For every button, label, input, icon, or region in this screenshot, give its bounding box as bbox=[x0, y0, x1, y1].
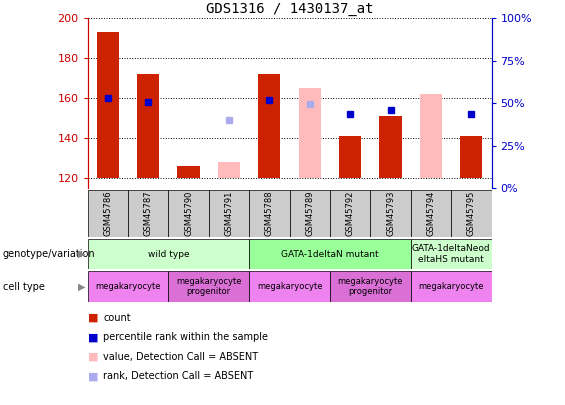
Text: count: count bbox=[103, 313, 131, 323]
Text: GSM45786: GSM45786 bbox=[103, 191, 112, 237]
Bar bbox=[420, 94, 442, 178]
Bar bbox=[88, 271, 168, 302]
Bar bbox=[411, 239, 492, 269]
Bar bbox=[168, 190, 209, 237]
Text: ▶: ▶ bbox=[78, 249, 86, 259]
Text: GSM45787: GSM45787 bbox=[144, 191, 153, 237]
Text: GSM45788: GSM45788 bbox=[265, 191, 274, 237]
Text: megakaryocyte: megakaryocyte bbox=[419, 282, 484, 291]
Bar bbox=[411, 271, 492, 302]
Bar bbox=[168, 271, 249, 302]
Text: megakaryocyte: megakaryocyte bbox=[257, 282, 322, 291]
Bar bbox=[249, 271, 330, 302]
Text: megakaryocyte
progenitor: megakaryocyte progenitor bbox=[338, 277, 403, 296]
Text: ▶: ▶ bbox=[78, 281, 86, 292]
Bar bbox=[249, 190, 289, 237]
Bar bbox=[137, 74, 159, 178]
Text: GATA-1deltaN mutant: GATA-1deltaN mutant bbox=[281, 249, 379, 259]
Text: megakaryocyte: megakaryocyte bbox=[95, 282, 160, 291]
Text: megakaryocyte
progenitor: megakaryocyte progenitor bbox=[176, 277, 241, 296]
Bar bbox=[451, 190, 492, 237]
Bar bbox=[411, 190, 451, 237]
Text: ■: ■ bbox=[88, 371, 98, 381]
Bar bbox=[218, 162, 240, 178]
Bar bbox=[209, 190, 249, 237]
Bar bbox=[97, 32, 119, 178]
Bar bbox=[290, 190, 330, 237]
Bar bbox=[371, 190, 411, 237]
Bar bbox=[177, 166, 199, 178]
Bar bbox=[380, 116, 402, 178]
Text: ■: ■ bbox=[88, 313, 98, 323]
Text: GSM45794: GSM45794 bbox=[427, 191, 436, 237]
Bar bbox=[249, 239, 411, 269]
Bar bbox=[299, 88, 321, 178]
Bar bbox=[330, 190, 371, 237]
Bar bbox=[339, 136, 361, 178]
Bar bbox=[128, 190, 168, 237]
Text: cell type: cell type bbox=[3, 281, 45, 292]
Text: genotype/variation: genotype/variation bbox=[3, 249, 95, 259]
Text: GATA-1deltaNeod
eltaHS mutant: GATA-1deltaNeod eltaHS mutant bbox=[412, 245, 490, 264]
Bar bbox=[258, 74, 280, 178]
Text: value, Detection Call = ABSENT: value, Detection Call = ABSENT bbox=[103, 352, 259, 362]
Text: percentile rank within the sample: percentile rank within the sample bbox=[103, 333, 268, 342]
Text: GSM45791: GSM45791 bbox=[224, 191, 233, 237]
Text: rank, Detection Call = ABSENT: rank, Detection Call = ABSENT bbox=[103, 371, 254, 381]
Bar bbox=[330, 271, 411, 302]
Text: GSM45789: GSM45789 bbox=[305, 191, 314, 237]
Text: ■: ■ bbox=[88, 352, 98, 362]
Bar bbox=[460, 136, 483, 178]
Title: GDS1316 / 1430137_at: GDS1316 / 1430137_at bbox=[206, 2, 373, 16]
Text: GSM45795: GSM45795 bbox=[467, 191, 476, 237]
Text: GSM45792: GSM45792 bbox=[346, 191, 355, 237]
Text: GSM45793: GSM45793 bbox=[386, 191, 395, 237]
Text: ■: ■ bbox=[88, 333, 98, 342]
Bar bbox=[88, 190, 128, 237]
Text: GSM45790: GSM45790 bbox=[184, 191, 193, 237]
Text: wild type: wild type bbox=[147, 249, 189, 259]
Bar bbox=[88, 239, 249, 269]
